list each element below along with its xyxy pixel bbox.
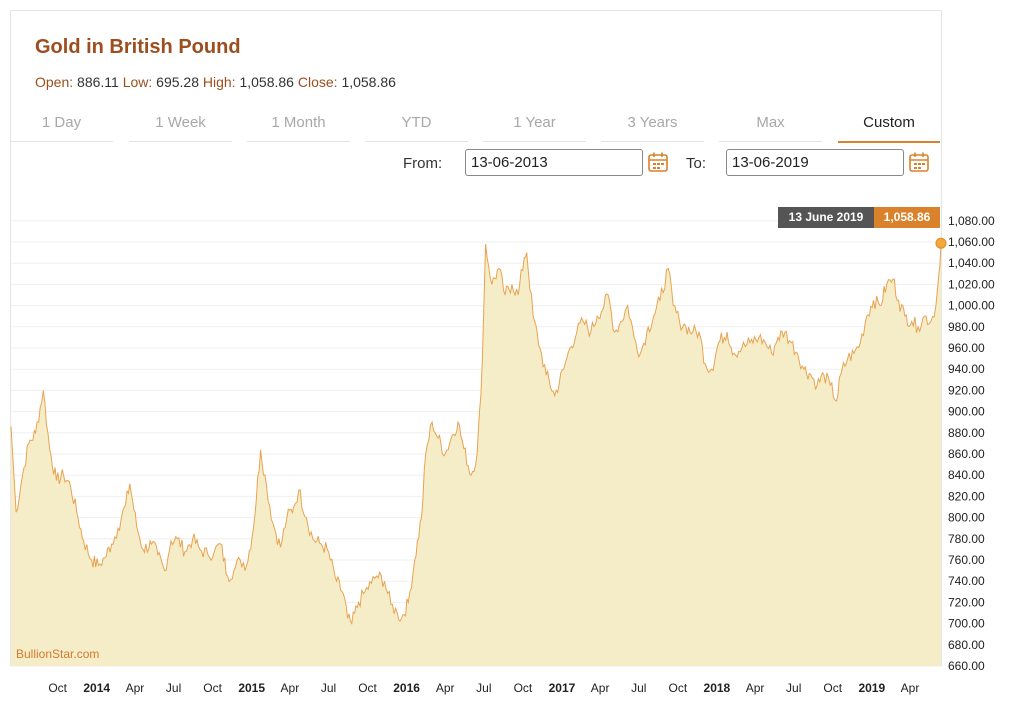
x-tick-label: Oct	[48, 681, 67, 695]
y-tick-label: 1,020.00	[948, 277, 995, 291]
chart-title: Gold in British Pound	[35, 36, 241, 58]
brand-watermark: BullionStar.com	[16, 647, 100, 661]
tab-1-month[interactable]: 1 Month	[247, 108, 350, 142]
y-tick-label: 960.00	[948, 341, 985, 355]
tab-1-year[interactable]: 1 Year	[483, 108, 586, 142]
to-calendar-icon[interactable]	[908, 151, 930, 173]
tab-3-years[interactable]: 3 Years	[601, 108, 704, 142]
tooltip-date: 13 June 2019	[778, 207, 874, 228]
x-tick-label: Oct	[668, 681, 687, 695]
y-tick-label: 780.00	[948, 532, 985, 546]
x-tick-label: Apr	[591, 681, 610, 695]
y-tick-label: 860.00	[948, 447, 985, 461]
timeframe-tabs: 1 Day 1 Week 1 Month YTD 1 Year 3 Years …	[10, 108, 942, 143]
price-line	[10, 243, 942, 626]
y-tick-label: 1,060.00	[948, 235, 995, 249]
tab-1-week[interactable]: 1 Week	[129, 108, 232, 142]
y-tick-label: 720.00	[948, 595, 985, 609]
tab-max[interactable]: Max	[719, 108, 822, 142]
y-tick-label: 980.00	[948, 320, 985, 334]
x-tick-label: Jul	[786, 681, 801, 695]
from-date-input[interactable]	[465, 149, 643, 176]
y-tick-label: 680.00	[948, 638, 985, 652]
y-tick-label: 900.00	[948, 405, 985, 419]
y-tick-label: 1,000.00	[948, 299, 995, 313]
from-label: From:	[403, 155, 443, 172]
x-tick-label: 2015	[238, 681, 265, 695]
to-label: To:	[686, 155, 707, 172]
y-tick-label: 1,040.00	[948, 256, 995, 270]
y-axis: 1,080.00 1,060.00 1,040.00 1,020.00 1,000.00…	[948, 214, 995, 673]
y-tick-label: 760.00	[948, 553, 985, 567]
x-tick-label: 2016	[393, 681, 420, 695]
tab-ytd[interactable]: YTD	[365, 108, 468, 142]
x-tick-label: Jul	[321, 681, 336, 695]
x-tick-label: Oct	[358, 681, 377, 695]
x-tick-label: Apr	[281, 681, 300, 695]
low-value: 695.28	[156, 74, 199, 90]
y-tick-label: 840.00	[948, 468, 985, 482]
x-tick-label: Jul	[166, 681, 181, 695]
x-tick-label: Oct	[203, 681, 222, 695]
x-tick-label: 2019	[858, 681, 885, 695]
tab-1-day[interactable]: 1 Day	[10, 108, 113, 142]
chart-panel	[10, 10, 942, 666]
high-value: 1,058.86	[239, 74, 294, 90]
y-tick-label: 820.00	[948, 489, 985, 503]
x-tick-label: Apr	[901, 681, 920, 695]
high-label: High:	[202, 74, 236, 90]
y-tick-label: 940.00	[948, 362, 985, 376]
y-tick-label: 920.00	[948, 383, 985, 397]
x-tick-label: Apr	[126, 681, 145, 695]
ohlc-summary: Open: 886.11 Low: 695.28 High: 1,058.86 …	[35, 74, 396, 90]
y-tick-label: 880.00	[948, 426, 985, 440]
from-calendar-icon[interactable]	[647, 151, 669, 173]
low-label: Low:	[122, 74, 153, 90]
tooltip-value: 1,058.86	[874, 207, 940, 228]
x-axis: Oct 2014 Apr Jul Oct 2015 Apr Jul Oct 2016 Apr Jul O…	[48, 681, 919, 695]
price-area	[11, 243, 941, 666]
x-tick-label: Apr	[746, 681, 765, 695]
close-value: 1,058.86	[341, 74, 396, 90]
x-tick-label: 2018	[704, 681, 731, 695]
open-value: 886.11	[77, 74, 119, 90]
x-tick-label: Oct	[823, 681, 842, 695]
last-price-marker[interactable]	[935, 237, 947, 249]
x-tick-label: Jul	[631, 681, 646, 695]
y-tick-label: 1,080.00	[948, 214, 995, 228]
y-tick-label: 800.00	[948, 511, 985, 525]
x-tick-label: Oct	[514, 681, 533, 695]
y-tick-label: 700.00	[948, 617, 985, 631]
close-label: Close:	[297, 74, 338, 90]
to-date-input[interactable]	[726, 149, 904, 176]
x-tick-label: 2014	[83, 681, 110, 695]
x-tick-label: Jul	[476, 681, 491, 695]
tab-custom[interactable]: Custom	[838, 108, 940, 143]
open-label: Open:	[35, 74, 74, 90]
y-tick-label: 660.00	[948, 659, 985, 673]
x-tick-label: 2017	[549, 681, 576, 695]
x-tick-label: Apr	[436, 681, 455, 695]
y-tick-label: 740.00	[948, 574, 985, 588]
